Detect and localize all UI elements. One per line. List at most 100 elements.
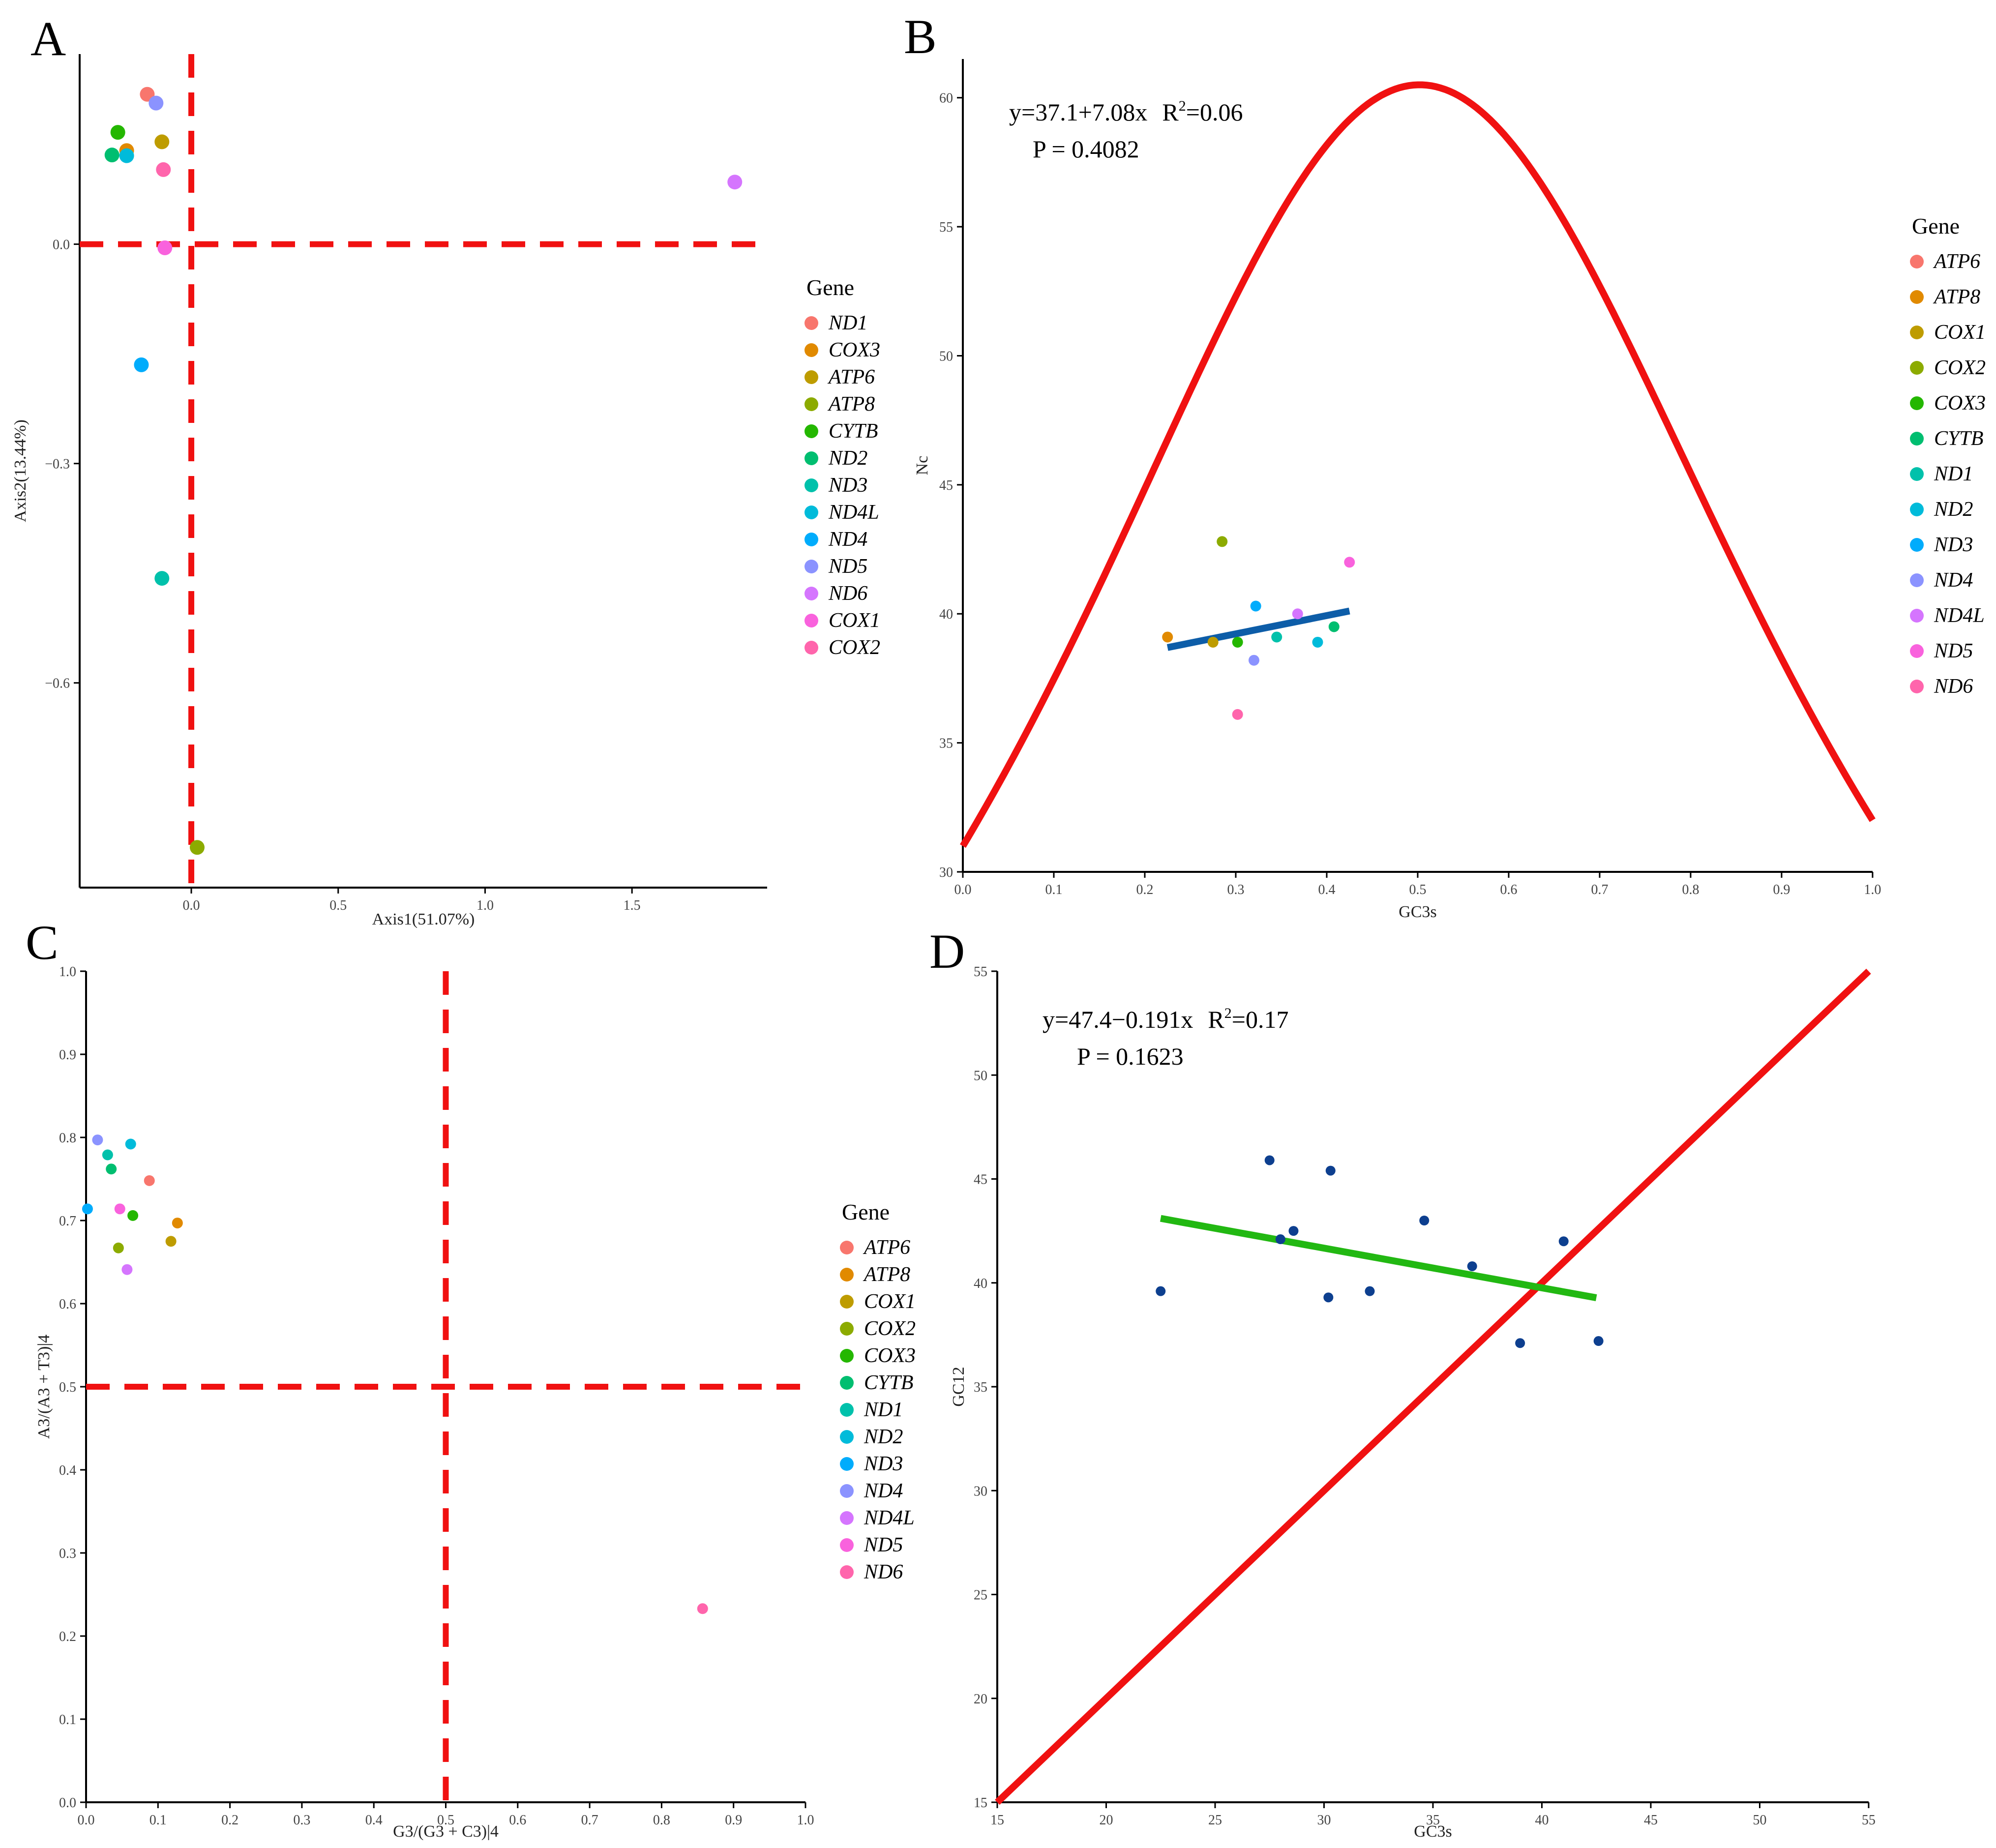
panel-c-x-tick-label: 0.5 — [437, 1813, 454, 1828]
panel-b-x-tick-label: 0.6 — [1500, 882, 1518, 897]
panel-a-legend-label-atp8: ATP8 — [827, 393, 875, 416]
panel-b-point-nd1 — [1271, 631, 1282, 643]
panel-b-x-tick-label: 0.8 — [1682, 882, 1699, 897]
panel-c-legend-marker — [840, 1511, 854, 1525]
panel-a-y-tick-label: 0.0 — [53, 238, 70, 253]
panel-c-x-tick-label: 1.0 — [797, 1813, 814, 1828]
panel-c-point-nd4 — [92, 1134, 103, 1146]
panel-b-legend-label-nd2: ND2 — [1934, 498, 1973, 521]
panel-b-equation: y=37.1+7.08x R2=0.06 — [1009, 98, 1243, 126]
panel-d-y-tick-label: 20 — [974, 1692, 987, 1707]
panel-b-x-tick-label: 1.0 — [1864, 882, 1881, 897]
panel-c-y-tick-label: 0.7 — [59, 1214, 76, 1229]
panel-a-legend-label-nd1: ND1 — [828, 312, 867, 334]
panel-c-y-tick-label: 0.9 — [59, 1047, 76, 1063]
panel-a-point-nd5 — [149, 95, 164, 111]
panel-c-legend-marker — [840, 1295, 854, 1309]
panel-c-y-tick-label: 0.4 — [59, 1463, 76, 1478]
panel-b-y-tick-label: 35 — [939, 736, 953, 751]
panel-c-legend-label-atp8: ATP8 — [863, 1263, 910, 1286]
panel-b-y-tick-label: 40 — [939, 607, 953, 622]
panel-b-legend-label-nd5: ND5 — [1934, 640, 1973, 662]
panel-d-p-value: P = 0.1623 — [1077, 1043, 1184, 1070]
panel-b-legend-marker — [1910, 432, 1924, 446]
panel-d-x-tick-label: 35 — [1426, 1813, 1440, 1828]
panel-c-legend-marker — [840, 1268, 854, 1282]
panel-d-y-tick-label: 25 — [974, 1588, 987, 1603]
panel-c-point-nd1 — [102, 1149, 113, 1161]
panel-a-point-atp6 — [154, 134, 170, 149]
panel-a-legend-label-nd4: ND4 — [828, 528, 867, 551]
panel-c-point-nd3 — [82, 1203, 93, 1215]
panel-d-point — [1365, 1286, 1375, 1296]
panel-d-point — [1323, 1292, 1334, 1303]
panel-b-x-tick-label: 0.0 — [954, 882, 972, 897]
panel-a-legend-marker — [804, 560, 818, 573]
panel-b-y-tick-label: 30 — [939, 865, 953, 880]
panel-a-legend-title: Gene — [806, 275, 854, 300]
panel-d-point — [1419, 1216, 1430, 1225]
panel-a-point-nd4 — [134, 357, 149, 372]
panel-b-x-tick-label: 0.9 — [1773, 882, 1790, 897]
panel-c-point-atp6 — [144, 1175, 155, 1186]
panel-d-point — [1156, 1286, 1166, 1296]
panel-d-point — [1325, 1165, 1336, 1176]
panel-d-x-tick-label: 45 — [1644, 1813, 1658, 1828]
panel-b-x-tick-label: 0.4 — [1318, 882, 1336, 897]
panel-a-legend-marker — [804, 587, 818, 600]
panel-b-expected-curve — [959, 81, 1876, 848]
panel-a-point-cytb — [110, 125, 125, 140]
panel-d-regression-line — [1160, 1215, 1597, 1301]
panel-b-point-nd6 — [1232, 709, 1243, 720]
panel-d-x-tick-label: 50 — [1753, 1813, 1767, 1828]
panel-a-point-cox1 — [157, 240, 173, 256]
panel-b-legend-marker — [1910, 467, 1924, 481]
panel-d-x-tick-label: 20 — [1100, 1813, 1113, 1828]
panel-c-y-tick-label: 0.5 — [59, 1380, 76, 1395]
panel-c-legend-label-cox2: COX2 — [864, 1317, 916, 1340]
panel-c-legend-label-nd2: ND2 — [864, 1426, 903, 1448]
panel-a-x-axis-title: Axis1(51.07%) — [372, 910, 475, 928]
panel-a-legend-label-cytb: CYTB — [829, 420, 878, 443]
panel-c-legend-marker — [840, 1457, 854, 1471]
panel-c-legend-label-cox3: COX3 — [864, 1344, 916, 1367]
panel-b-point-nd4l — [1292, 608, 1303, 620]
panel-b-point-cox3 — [1232, 636, 1243, 648]
panel-b-y-axis-title: Nc — [913, 456, 931, 476]
panel-b-equation-r2: =0.06 — [1186, 98, 1243, 126]
panel-a-y-axis-title: Axis2(13.44%) — [11, 419, 30, 522]
panel-a-legend-marker — [804, 316, 818, 330]
panel-a-legend-marker — [804, 370, 818, 384]
panel-a-x-tick-label: 1.5 — [624, 898, 641, 913]
panel-d-point — [1558, 1236, 1569, 1247]
panel-b-legend-marker — [1910, 609, 1924, 623]
panel-d-point — [1288, 1226, 1299, 1236]
panel-a-legend-marker — [804, 451, 818, 465]
panel-a-y-tick-label: −0.6 — [45, 676, 70, 691]
panel-c-point-cox1 — [165, 1236, 177, 1247]
panel-c-point-cox2 — [113, 1242, 124, 1253]
panel-b-equation-formula: y=37.1+7.08x — [1009, 98, 1147, 126]
panel-b-point-cytb — [1328, 621, 1340, 632]
panel-b-legend-marker — [1910, 573, 1924, 587]
panel-d-x-tick-label: 30 — [1317, 1813, 1331, 1828]
panel-b-legend-marker — [1910, 680, 1924, 693]
panel-c-y-tick-label: 0.1 — [59, 1712, 76, 1728]
panel-d-x-tick-label: 40 — [1535, 1813, 1549, 1828]
panel-b-x-axis-title: GC3s — [1399, 903, 1436, 921]
panel-c-legend-label-nd1: ND1 — [864, 1399, 903, 1421]
panel-b-legend-marker — [1910, 503, 1924, 516]
panel-c-legend-label-nd5: ND5 — [864, 1534, 903, 1556]
panel-a-legend-marker — [804, 533, 818, 546]
panel-d-equation-r: R — [1208, 1006, 1224, 1033]
panel-b-x-tick-label: 0.1 — [1045, 882, 1063, 897]
panel-c-legend-label-atp6: ATP6 — [863, 1236, 910, 1259]
panel-d-equation-r2: =0.17 — [1232, 1006, 1289, 1033]
panel-c-legend-label-nd4l: ND4L — [864, 1507, 915, 1529]
panel-b-legend-label-cytb: CYTB — [1934, 427, 1983, 450]
panel-b-point-nd2 — [1312, 636, 1323, 648]
panel-c-legend-marker — [840, 1376, 854, 1390]
panel-c-legend-marker — [840, 1403, 854, 1417]
panel-d-y-tick-label: 55 — [974, 964, 987, 980]
